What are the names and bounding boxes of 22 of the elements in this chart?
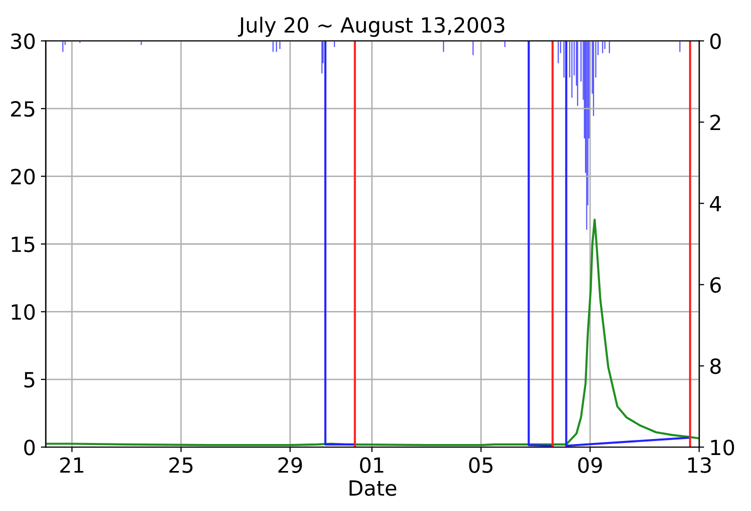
x-tick-label: 01 [360,457,384,473]
y2-tick-label: 8 [710,358,721,374]
y2-tick-label: 6 [710,277,721,293]
chart-title: July 20 ~ August 13,2003 [238,16,504,37]
y2-tick-label: 0 [710,33,721,50]
y2-tick-label: 10 [711,440,734,456]
y-tick-label: 25 [11,101,34,117]
y2-tick-label: 2 [710,114,720,130]
y2-tick-label: 4 [710,196,721,212]
y-tick-label: 10 [12,304,35,320]
y-tick-label: 30 [11,33,35,50]
x-tick-label: 21 [60,457,84,473]
y-tick-label: 0 [24,440,35,456]
x-tick-label: 05 [469,457,492,473]
y-tick-label: 15 [12,236,34,252]
x-axis-title: Date [350,480,396,496]
x-tick-label: 13 [688,457,711,473]
y-tick-label: 5 [24,372,34,388]
x-tick-label: 09 [578,457,602,473]
y-tick-label: 20 [11,168,35,185]
x-tick-label: 25 [169,457,192,473]
x-tick-label: 29 [278,457,302,473]
